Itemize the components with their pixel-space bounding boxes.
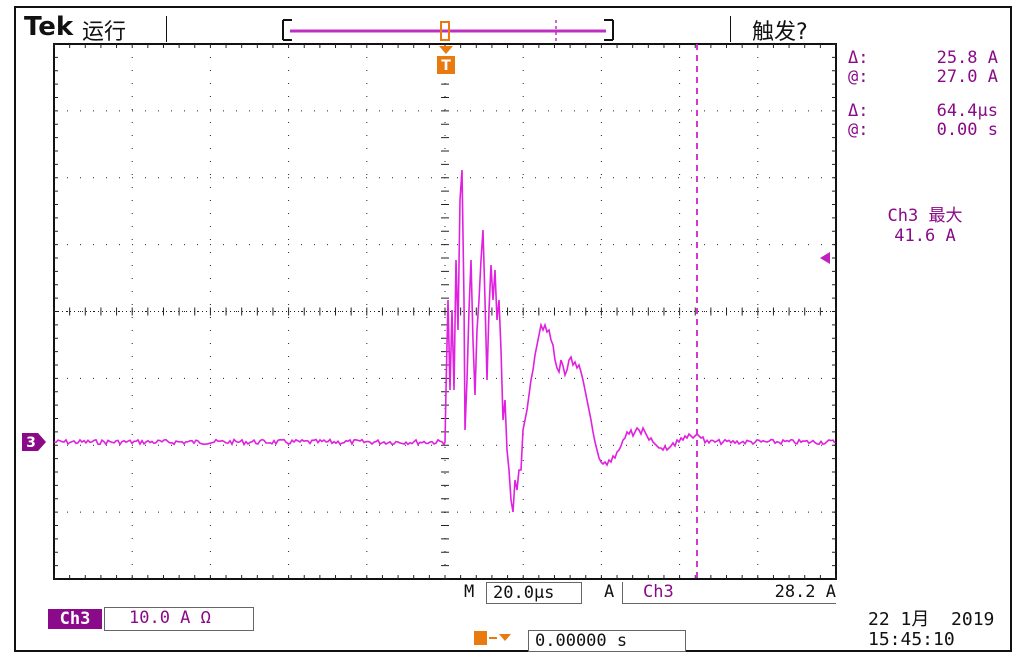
- trigger-offset-icon: [474, 631, 511, 645]
- trigger-a-label: A: [602, 582, 624, 604]
- time-cursor-readout: Δ: 64.4μs @: 0.00 s: [848, 101, 998, 141]
- time-at-value: 0.00 s: [937, 120, 998, 140]
- amplitude-at-value: 27.0 A: [937, 67, 998, 87]
- date-text: 22 1月 2019: [868, 610, 994, 630]
- trigger-settings-field[interactable]: Ch3 28.2 A: [622, 582, 836, 604]
- timebase-field[interactable]: 20.0μs: [486, 582, 582, 604]
- graticule-grid: [54, 44, 836, 579]
- channel-3-marker[interactable]: 3: [22, 433, 46, 451]
- measurement-value: 41.6 A: [870, 226, 980, 246]
- channel-badge[interactable]: Ch3: [48, 609, 102, 629]
- amplitude-delta-label: Δ:: [848, 48, 868, 68]
- time-text: 15:45:10: [868, 630, 994, 650]
- amplitude-delta-value: 25.8 A: [937, 48, 998, 68]
- amplitude-cursor-readout: Δ: 25.8 A @: 27.0 A: [848, 48, 998, 88]
- channel-scale-field[interactable]: 10.0 A Ω: [104, 607, 254, 631]
- amplitude-at-label: @:: [848, 67, 868, 87]
- measurement-title: Ch3 最大: [870, 206, 980, 226]
- trigger-position-marker[interactable]: T: [437, 46, 455, 74]
- trigger-level: 28.2 A: [775, 582, 836, 602]
- record-view-bar[interactable]: [283, 20, 613, 42]
- time-at-label: @:: [848, 120, 868, 140]
- measurement-readout: Ch3 最大 41.6 A: [870, 206, 980, 246]
- trigger-source: Ch3: [643, 582, 674, 602]
- horizontal-position-field[interactable]: 0.00000 s: [528, 630, 686, 652]
- trigger-level-marker[interactable]: [820, 252, 830, 264]
- time-delta-label: Δ:: [848, 101, 868, 121]
- trigger-marker-label: T: [441, 58, 451, 74]
- timebase-m-label: M: [462, 582, 486, 604]
- time-delta-value: 64.4μs: [937, 101, 998, 121]
- channel-3-label: 3: [26, 435, 36, 451]
- datetime-readout: 22 1月 2019 15:45:10: [868, 610, 994, 650]
